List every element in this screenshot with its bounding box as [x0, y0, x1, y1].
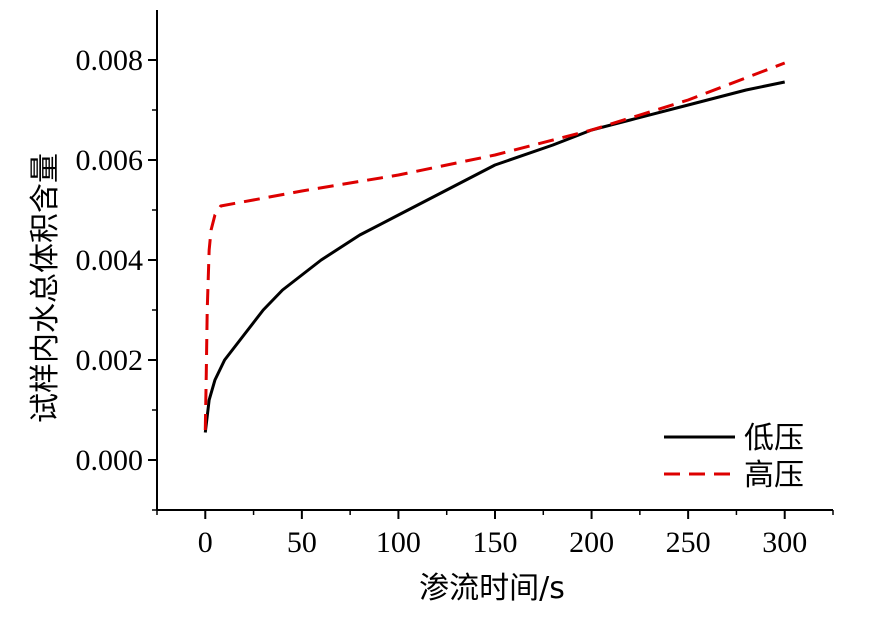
x-axis-title: 渗流时间/s: [419, 571, 565, 606]
x-tick-label: 250: [666, 526, 711, 559]
legend-label: 高压: [744, 458, 804, 493]
y-tick-label: 0.004: [76, 244, 144, 277]
y-tick-label: 0.002: [76, 344, 144, 377]
x-tick-label: 200: [569, 526, 614, 559]
x-tick-label: 0: [198, 526, 213, 559]
chart-axes: 0 50 100 150 200 250 300 0.000 0.002 0.004 0.006 0.…: [76, 10, 834, 559]
y-tick-label: 0.008: [76, 44, 144, 77]
y-tick-label: 0.006: [76, 144, 144, 177]
x-tick-label: 50: [287, 526, 317, 559]
series-line-low-pressure: [203, 80, 786, 433]
x-tick-label: 100: [376, 526, 421, 559]
x-tick-label: 150: [473, 526, 518, 559]
y-tick-label: 0.000: [76, 444, 144, 477]
series-line-high-pressure: [203, 61, 786, 431]
y-axis-title: 试样内水总体积含量: [28, 153, 63, 423]
legend-label: 低压: [744, 421, 804, 456]
x-tick-label: 300: [762, 526, 807, 559]
chart-plot-area: [203, 61, 786, 433]
